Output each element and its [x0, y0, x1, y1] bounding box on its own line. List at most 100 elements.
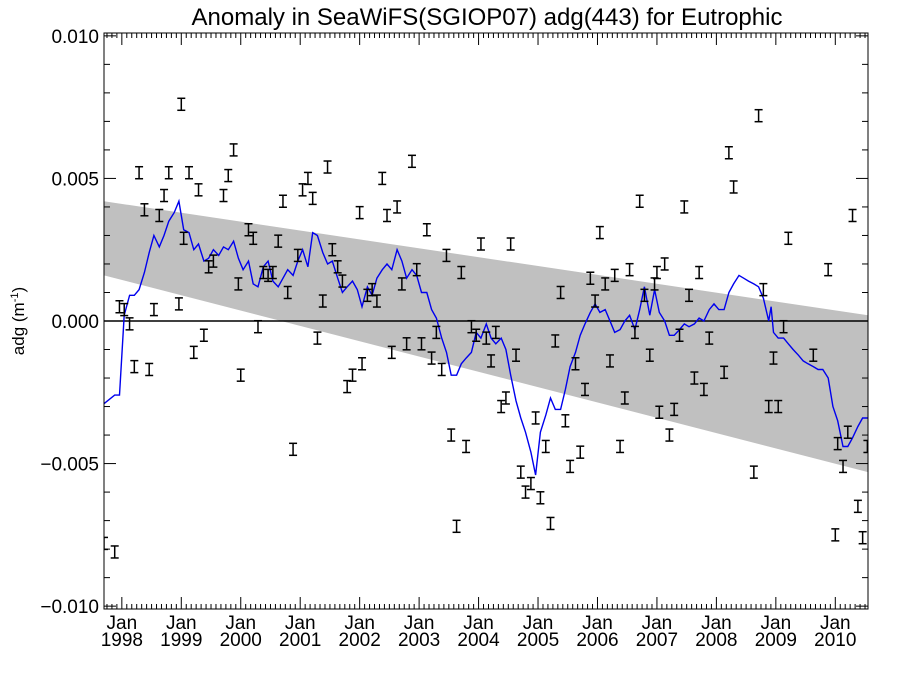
chart-title: Anomaly in SeaWiFS(SGIOP07) adg(443) for…: [192, 4, 783, 31]
data-point: [670, 402, 679, 417]
data-point: [551, 334, 560, 348]
data-point: [209, 254, 218, 268]
svg-text:1999: 1999: [160, 630, 202, 651]
data-point: [110, 545, 119, 559]
svg-text:Jan: Jan: [523, 613, 554, 634]
data-point: [665, 428, 674, 442]
data-point: [253, 319, 262, 334]
data-point: [289, 442, 298, 457]
data-point: [348, 368, 357, 382]
data-point: [323, 160, 332, 174]
data-point: [219, 188, 228, 203]
svg-text:2005: 2005: [517, 630, 559, 651]
data-point: [303, 171, 312, 186]
y-axis: 0.010 0.005 0.000 −0.005 −0.010: [40, 27, 868, 618]
y-tick-label: 0.000: [51, 312, 99, 333]
data-point: [293, 248, 302, 263]
data-point: [571, 357, 580, 371]
data-point: [177, 97, 186, 112]
data-point: [625, 262, 634, 277]
data-point: [759, 282, 768, 297]
data-point: [268, 265, 277, 280]
data-point: [189, 345, 198, 360]
data-point: [283, 285, 292, 300]
data-point: [482, 331, 491, 345]
data-point: [824, 262, 833, 277]
data-point: [437, 362, 446, 377]
y-tick-label: −0.005: [40, 455, 99, 476]
data-point: [497, 399, 506, 414]
data-point: [457, 265, 466, 280]
data-point: [447, 428, 456, 442]
data-point: [298, 183, 307, 197]
data-point: [174, 297, 183, 311]
data-point: [705, 331, 714, 345]
data-point: [179, 231, 188, 246]
data-point: [655, 405, 664, 419]
data-point: [328, 242, 337, 257]
data-point: [427, 351, 436, 365]
data-point: [422, 223, 431, 237]
data-point: [160, 188, 169, 203]
data-point: [120, 302, 129, 317]
data-point: [145, 362, 154, 377]
data-point: [774, 399, 783, 414]
data-point: [591, 294, 600, 308]
data-point: [858, 530, 867, 545]
data-point: [863, 439, 868, 454]
data-point: [164, 165, 173, 180]
data-point: [244, 223, 253, 237]
data-point: [407, 154, 416, 169]
y-tick-label: 0.010: [51, 27, 99, 48]
data-point: [229, 143, 238, 157]
svg-text:2008: 2008: [695, 630, 737, 651]
data-point: [278, 194, 287, 208]
svg-text:2004: 2004: [457, 630, 500, 651]
data-point: [199, 328, 208, 343]
smoothed-series-line: [104, 198, 868, 476]
data-point: [640, 288, 649, 303]
data-point: [338, 274, 347, 288]
data-point: [491, 325, 500, 340]
data-point: [452, 519, 461, 534]
data-point: [135, 165, 144, 180]
data-point: [397, 277, 406, 291]
data-point: [720, 365, 729, 380]
data-point: [363, 288, 372, 303]
svg-text:Jan: Jan: [463, 613, 494, 634]
data-point: [526, 476, 535, 491]
data-point: [685, 288, 694, 303]
data-point: [204, 260, 213, 274]
data-point: [556, 285, 565, 300]
data-point: [660, 257, 669, 271]
data-point: [234, 277, 243, 291]
data-point: [130, 359, 139, 374]
data-point: [764, 399, 773, 414]
data-point: [383, 208, 392, 223]
data-point: [472, 328, 481, 343]
data-point: [831, 528, 840, 542]
plot-area: [103, 32, 869, 610]
data-point: [605, 354, 614, 368]
svg-text:Jan: Jan: [285, 613, 316, 634]
svg-text:Jan: Jan: [344, 613, 375, 634]
data-point: [546, 516, 555, 531]
data-point: [358, 357, 367, 371]
svg-text:Jan: Jan: [761, 613, 792, 634]
data-point: [140, 203, 149, 217]
svg-text:2009: 2009: [755, 630, 797, 651]
svg-text:2010: 2010: [814, 630, 856, 651]
data-point: [249, 231, 258, 246]
data-point: [853, 499, 862, 514]
data-point: [848, 208, 857, 223]
data-point: [833, 436, 842, 451]
data-point: [561, 414, 570, 428]
data-point: [586, 271, 595, 285]
